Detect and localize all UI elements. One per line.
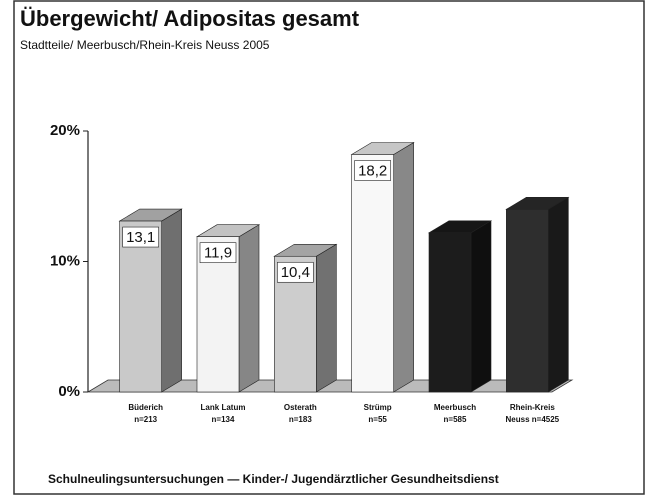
y-tick-label: 20% bbox=[50, 122, 80, 139]
x-tick-label: n=213 bbox=[134, 415, 157, 424]
x-tick-label: n=183 bbox=[289, 415, 312, 424]
value-label-box bbox=[354, 160, 391, 181]
bar-side bbox=[548, 196, 569, 393]
bar-side bbox=[161, 208, 182, 393]
bar-side bbox=[470, 220, 492, 393]
x-tick-label: Neuss n=4525 bbox=[506, 415, 560, 424]
value-label: 13,1 bbox=[126, 229, 155, 246]
x-tick-label: Rhein-Kreis bbox=[510, 403, 555, 412]
chart-subtitle: Stadtteile/ Meerbusch/Rhein-Kreis Neuss … bbox=[20, 38, 270, 52]
chart-title: Übergewicht/ Adipositas gesamt bbox=[20, 6, 360, 31]
bar bbox=[428, 232, 472, 393]
bar-side bbox=[393, 141, 414, 393]
x-tick-label: n=55 bbox=[368, 415, 387, 424]
chart-footer: Schulneulingsuntersuchungen — Kinder-/ J… bbox=[48, 472, 499, 486]
x-tick-label: Büderich bbox=[128, 403, 163, 412]
value-label: 18,2 bbox=[358, 162, 387, 179]
bar bbox=[119, 220, 162, 393]
x-tick-label: Lank Latum bbox=[201, 403, 246, 412]
bar-side bbox=[238, 224, 260, 393]
x-tick-label: Osterath bbox=[284, 403, 317, 412]
value-label-box bbox=[199, 242, 237, 264]
bar bbox=[506, 209, 549, 393]
y-tick-label: 10% bbox=[50, 252, 80, 269]
x-tick-label: n=134 bbox=[212, 415, 235, 424]
x-tick-label: Meerbusch bbox=[434, 403, 476, 412]
bar-side bbox=[316, 243, 337, 393]
value-label-box bbox=[277, 261, 314, 283]
value-label: 11,9 bbox=[204, 245, 232, 262]
value-label: 10,4 bbox=[281, 264, 310, 281]
y-tick-label: 0% bbox=[58, 383, 80, 400]
frame bbox=[13, 0, 645, 495]
x-tick-label: n=585 bbox=[444, 415, 467, 424]
bar bbox=[351, 154, 394, 393]
value-label-box bbox=[122, 226, 159, 248]
x-tick-label: Strümp bbox=[364, 403, 392, 412]
